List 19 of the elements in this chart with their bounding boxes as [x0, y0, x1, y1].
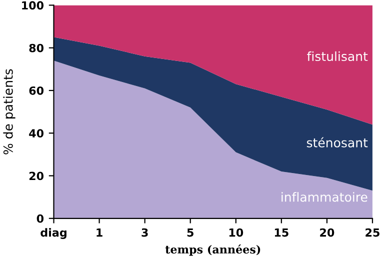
- y-tick-label: 60: [29, 86, 44, 95]
- x-tick-label: 3: [142, 228, 148, 237]
- series-label: sténosant: [306, 137, 368, 148]
- series-label: fistulisant: [307, 51, 368, 62]
- x-tick-label: diag: [40, 228, 66, 239]
- y-tick-label: 20: [29, 172, 44, 180]
- x-tick-label: 1: [96, 228, 102, 237]
- x-tick-label: 15: [274, 228, 288, 237]
- x-axis-title: temps (années): [165, 244, 260, 256]
- x-tick-label: 5: [187, 228, 194, 237]
- y-axis-title: % de patients: [3, 69, 16, 154]
- series-label: inflammatoire: [282, 192, 368, 202]
- x-tick-label: 10: [229, 228, 244, 237]
- y-tick-label: 40: [29, 129, 44, 138]
- x-tick-label: 20: [320, 228, 334, 237]
- y-tick-label: 100: [22, 1, 44, 10]
- x-tick-label: 25: [366, 228, 380, 237]
- y-tick-label: 80: [29, 44, 44, 52]
- y-tick-label: 0: [36, 214, 44, 223]
